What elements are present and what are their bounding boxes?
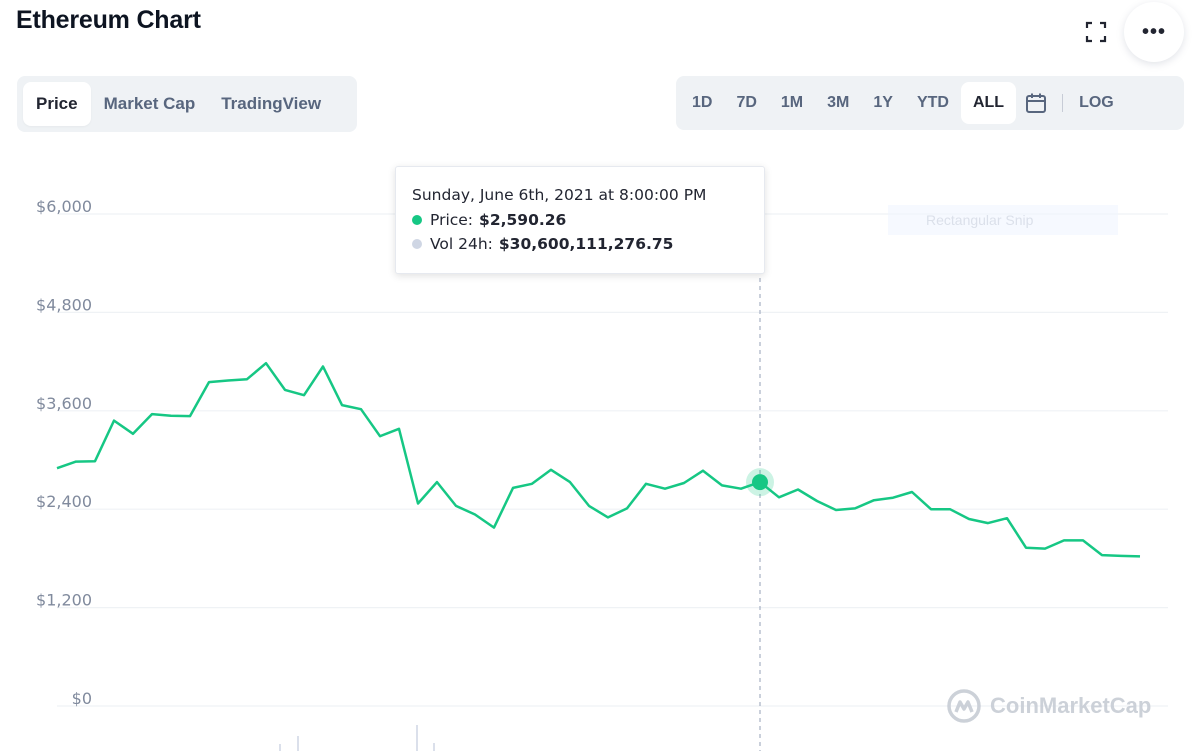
volume-dot-icon: [412, 239, 422, 249]
expand-button[interactable]: [1080, 16, 1112, 48]
tooltip-volume-row: Vol 24h: $30,600,111,276.75: [412, 232, 764, 256]
range-ytd[interactable]: YTD: [916, 94, 949, 111]
highlight-point: [752, 474, 768, 491]
page-title: Ethereum Chart: [16, 6, 201, 34]
price-chart[interactable]: $0 $1,200 $2,400 $3,600 $4,800 $6,000: [0, 150, 1200, 751]
tab-market-cap-label: Market Cap: [103, 94, 196, 113]
more-options-button[interactable]: •••: [1124, 2, 1184, 62]
range-3m[interactable]: 3M: [827, 94, 850, 111]
watermark-text: CoinMarketCap: [990, 693, 1152, 718]
y-tick-label: $2,400: [36, 492, 92, 511]
calendar-button[interactable]: [1016, 82, 1056, 124]
y-tick-label: $3,600: [36, 394, 92, 413]
tooltip-volume-label: Vol 24h:: [430, 235, 493, 253]
range-7d[interactable]: 7D: [736, 94, 757, 111]
price-dot-icon: [412, 215, 422, 225]
tab-tradingview-label: TradingView: [221, 94, 322, 113]
calendar-icon: [1026, 93, 1047, 113]
range-1m[interactable]: 1M: [780, 94, 804, 111]
tab-tradingview[interactable]: TradingView: [208, 82, 334, 126]
log-scale-toggle[interactable]: LOG: [1079, 94, 1114, 111]
range-1d[interactable]: 1D: [692, 94, 713, 111]
more-icon: •••: [1141, 20, 1166, 43]
y-tick-label: $0: [72, 689, 92, 708]
y-tick-label: $1,200: [36, 591, 92, 610]
y-tick-label: $6,000: [36, 197, 92, 216]
tooltip-price-value: $2,590.26: [479, 211, 567, 229]
chart-tooltip: Sunday, June 6th, 2021 at 8:00:00 PM Pri…: [395, 166, 765, 274]
tooltip-price-row: Price: $2,590.26: [412, 208, 764, 232]
expand-icon: [1085, 21, 1107, 43]
range-divider: [1062, 94, 1064, 112]
price-series-line: [56, 361, 1141, 558]
tab-price[interactable]: Price: [23, 82, 91, 126]
tooltip-price-label: Price:: [430, 211, 474, 229]
tab-price-label: Price: [36, 94, 78, 113]
tooltip-date: Sunday, June 6th, 2021 at 8:00:00 PM: [412, 186, 707, 204]
coinmarketcap-watermark: CoinMarketCap: [946, 688, 1151, 724]
coinmarketcap-logo-icon: [947, 689, 981, 723]
range-all[interactable]: ALL: [960, 82, 1017, 124]
range-1y[interactable]: 1Y: [873, 94, 893, 111]
tooltip-volume-value: $30,600,111,276.75: [498, 235, 674, 253]
chart-type-tabs: Price Market Cap TradingView: [17, 76, 357, 132]
time-range-selector: 1D 7D 1M 3M 1Y YTD ALL LOG: [676, 76, 1184, 130]
tab-market-cap[interactable]: Market Cap: [91, 82, 209, 126]
y-tick-label: $4,800: [36, 295, 92, 314]
snip-overlay-label: Rectangular Snip: [888, 205, 1118, 235]
